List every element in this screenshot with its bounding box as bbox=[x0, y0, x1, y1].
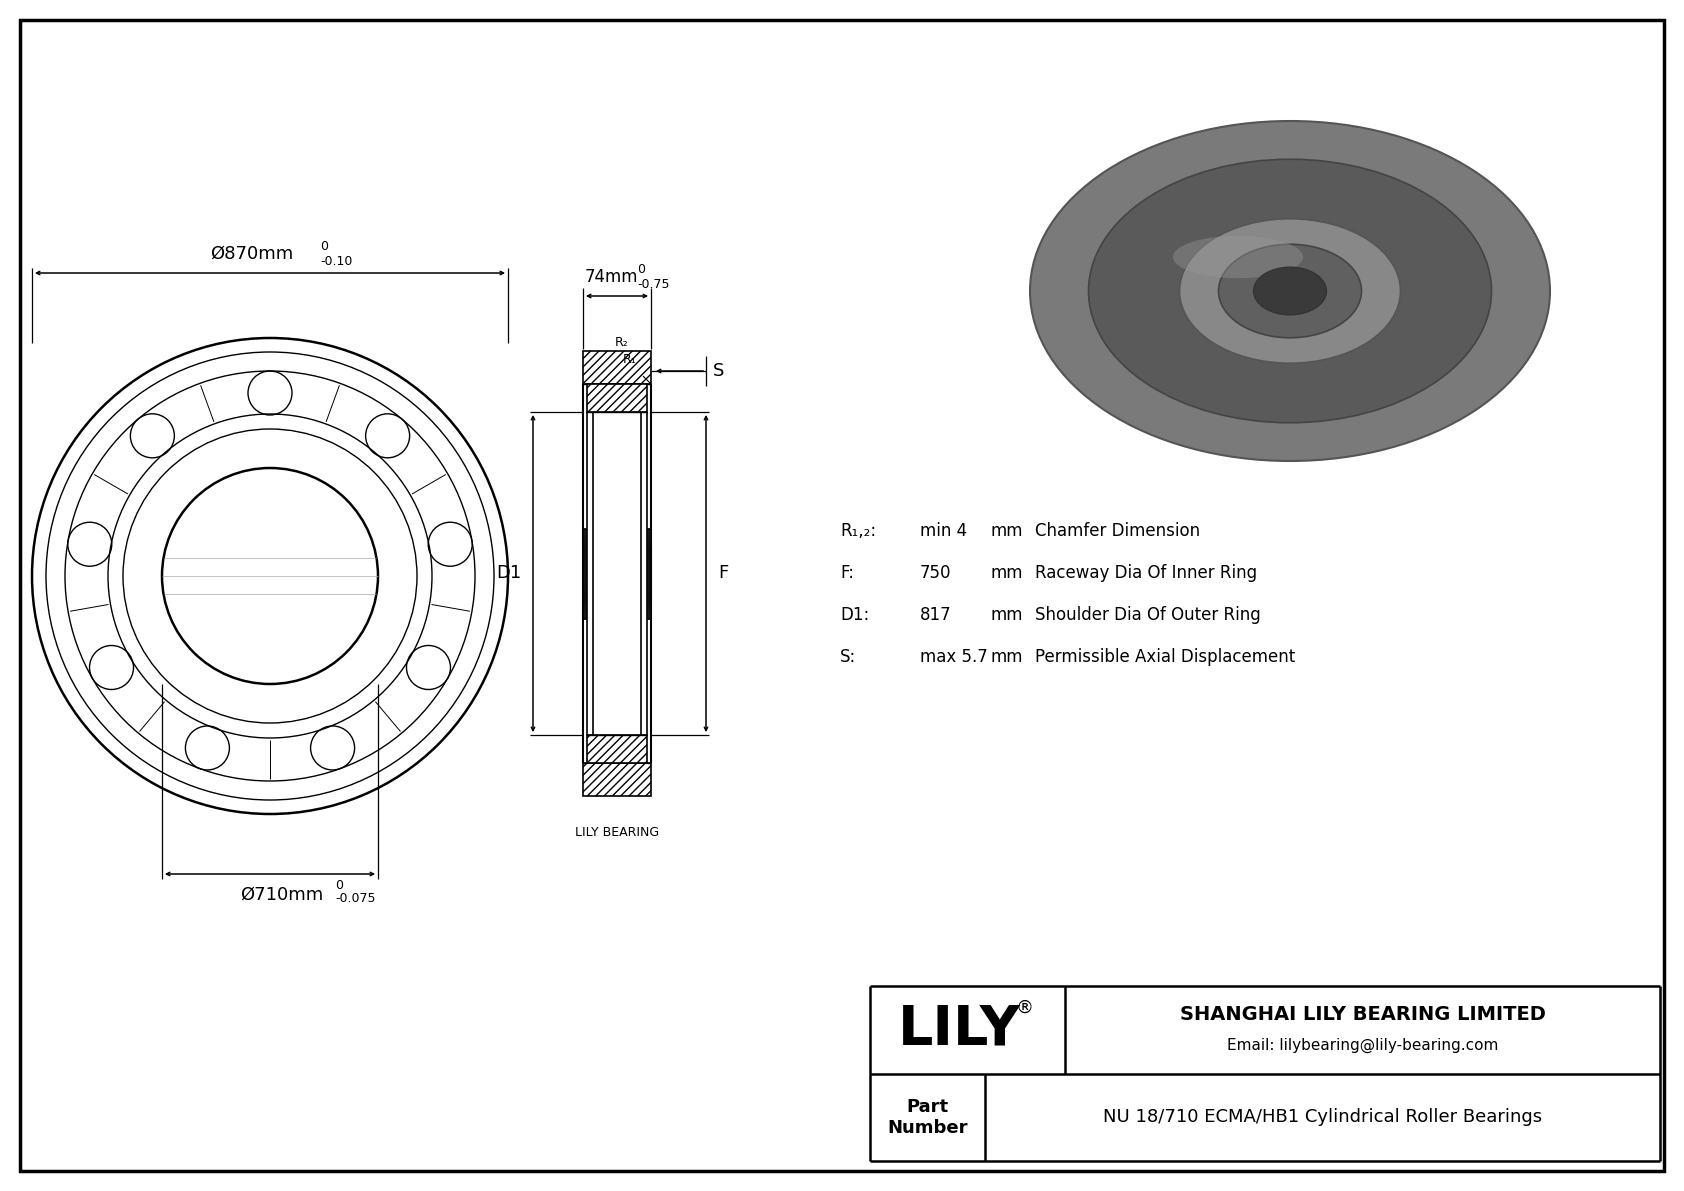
Text: Email: lilybearing@lily-bearing.com: Email: lilybearing@lily-bearing.com bbox=[1228, 1039, 1499, 1053]
Text: max 5.7: max 5.7 bbox=[919, 648, 989, 666]
Text: mm: mm bbox=[990, 648, 1022, 666]
Text: Raceway Dia Of Inner Ring: Raceway Dia Of Inner Ring bbox=[1036, 565, 1258, 582]
Ellipse shape bbox=[1253, 267, 1327, 314]
Text: Ø710mm: Ø710mm bbox=[241, 886, 323, 904]
Text: 0: 0 bbox=[637, 263, 645, 276]
Text: D1: D1 bbox=[495, 565, 520, 582]
Bar bbox=[648, 529, 650, 618]
Text: R₁,₂:: R₁,₂: bbox=[840, 522, 876, 540]
Text: 0: 0 bbox=[320, 241, 328, 252]
Text: Part
Number: Part Number bbox=[887, 1098, 968, 1136]
Ellipse shape bbox=[1219, 244, 1361, 338]
Bar bbox=[583, 763, 652, 796]
Text: -0.10: -0.10 bbox=[320, 255, 352, 268]
Text: Ø870mm: Ø870mm bbox=[210, 245, 293, 263]
Bar bbox=[583, 351, 652, 384]
Ellipse shape bbox=[1088, 160, 1492, 423]
Text: R₁: R₁ bbox=[623, 353, 637, 366]
Text: mm: mm bbox=[990, 522, 1022, 540]
Text: -0.075: -0.075 bbox=[335, 892, 376, 905]
Text: D1:: D1: bbox=[840, 606, 869, 624]
Text: 817: 817 bbox=[919, 606, 951, 624]
Text: SHANGHAI LILY BEARING LIMITED: SHANGHAI LILY BEARING LIMITED bbox=[1179, 1005, 1546, 1024]
Ellipse shape bbox=[1174, 236, 1303, 279]
Text: S:: S: bbox=[840, 648, 855, 666]
Ellipse shape bbox=[1179, 219, 1401, 363]
Text: mm: mm bbox=[990, 565, 1022, 582]
Text: min 4: min 4 bbox=[919, 522, 967, 540]
Text: R₂: R₂ bbox=[615, 336, 628, 349]
Text: 0: 0 bbox=[335, 879, 344, 892]
Text: 74mm: 74mm bbox=[584, 268, 638, 286]
Bar bbox=[584, 529, 586, 618]
Text: Permissible Axial Displacement: Permissible Axial Displacement bbox=[1036, 648, 1295, 666]
Bar bbox=[588, 735, 647, 763]
Text: 750: 750 bbox=[919, 565, 951, 582]
Text: mm: mm bbox=[990, 606, 1022, 624]
Text: LILY BEARING: LILY BEARING bbox=[574, 827, 658, 838]
Text: LILY: LILY bbox=[898, 1003, 1021, 1056]
Text: NU 18/710 ECMA/HB1 Cylindrical Roller Bearings: NU 18/710 ECMA/HB1 Cylindrical Roller Be… bbox=[1103, 1109, 1543, 1127]
Text: Chamfer Dimension: Chamfer Dimension bbox=[1036, 522, 1201, 540]
Ellipse shape bbox=[1031, 121, 1549, 461]
Text: F: F bbox=[717, 565, 727, 582]
Text: -0.75: -0.75 bbox=[637, 278, 670, 291]
Text: S: S bbox=[712, 362, 724, 380]
Bar bbox=[588, 384, 647, 412]
Text: Shoulder Dia Of Outer Ring: Shoulder Dia Of Outer Ring bbox=[1036, 606, 1261, 624]
Text: ®: ® bbox=[1015, 999, 1034, 1017]
Text: F:: F: bbox=[840, 565, 854, 582]
